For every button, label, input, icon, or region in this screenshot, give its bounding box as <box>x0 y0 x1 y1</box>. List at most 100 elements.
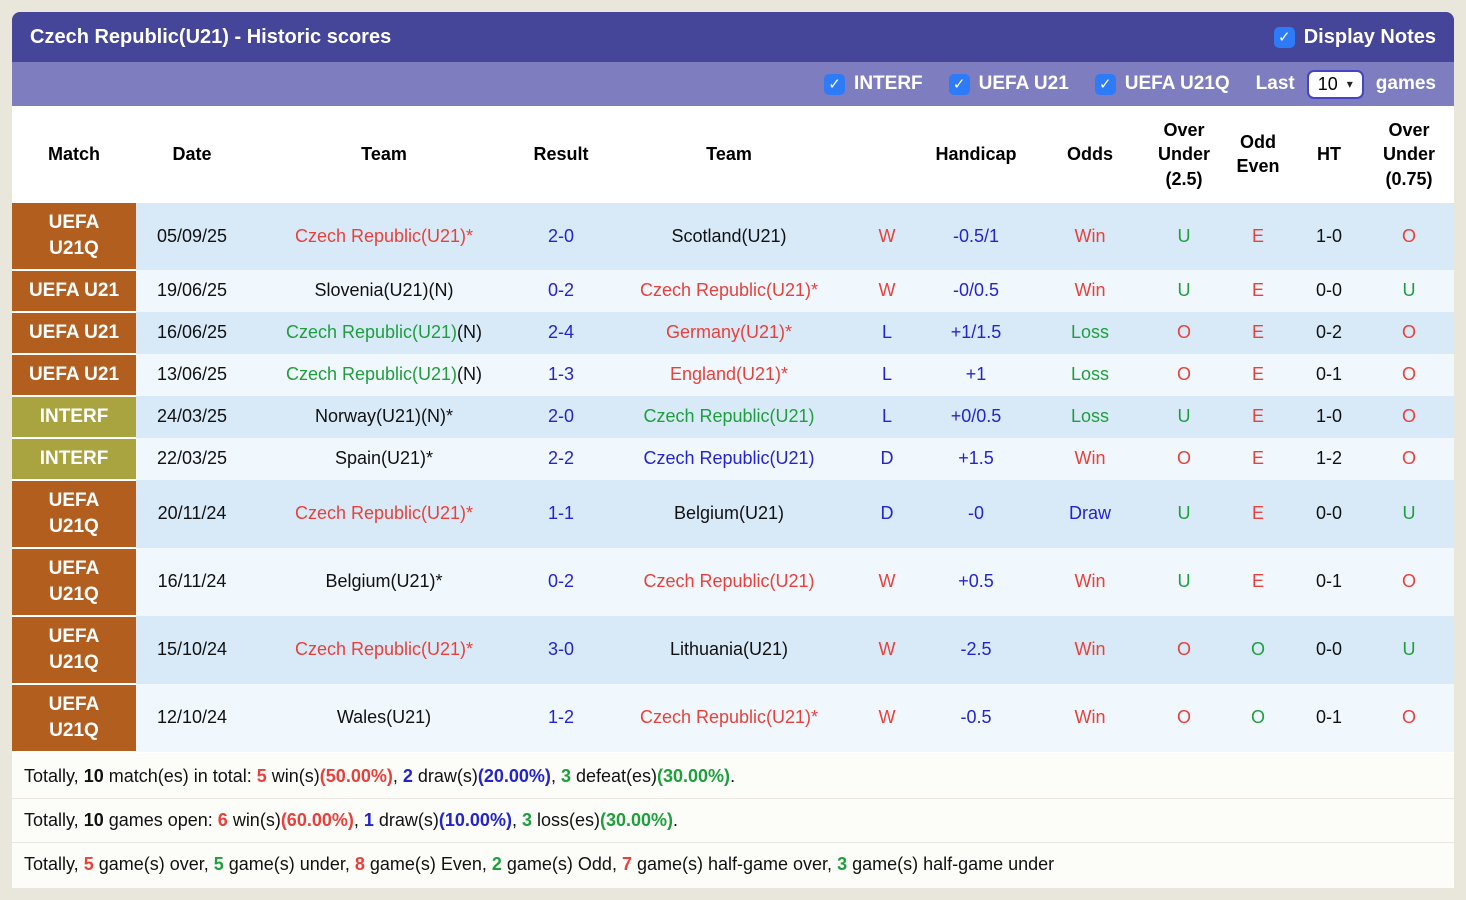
col-result: Result <box>520 106 602 203</box>
date-cell: 16/06/25 <box>136 311 248 354</box>
team-name: Czech Republic(U21) <box>285 364 458 385</box>
team-name: England(U21)* <box>669 364 789 385</box>
ht-cell: 0-0 <box>1294 269 1364 312</box>
team-cell: Lithuania(U21) <box>602 615 856 684</box>
competition-label: UEFA U21Q <box>1124 73 1230 94</box>
ht-cell: 0-0 <box>1294 479 1364 548</box>
summary-segment: defeat(es) <box>570 765 658 786</box>
chevron-down-icon: ▾ <box>1346 77 1353 91</box>
summary-line: Totally, 5 game(s) over, 5 game(s) under… <box>12 841 1454 886</box>
summary-segment: games open: <box>103 809 218 830</box>
date-cell: 13/06/25 <box>136 353 248 396</box>
odds-cell: Loss <box>1034 353 1146 396</box>
odds-cell: Loss <box>1034 395 1146 438</box>
competition-filters: ✓ INTERF ✓ UEFA U21 ✓ UEFA U21Q <box>824 73 1230 95</box>
odd-even-cell: E <box>1222 479 1294 548</box>
match-competition-cell: UEFA U21 <box>12 311 136 355</box>
match-competition-cell: UEFA U21Q <box>12 202 136 271</box>
ht-cell: 1-2 <box>1294 437 1364 480</box>
competition-filter-uefa-u21q[interactable]: ✓ UEFA U21Q <box>1094 73 1230 95</box>
result-cell: 0-2 <box>520 269 602 312</box>
team-name: Germany(U21)* <box>665 322 793 343</box>
summary-segment: (10.00%) <box>438 809 512 830</box>
table-row: UEFA U21Q 05/09/25 Czech Republic(U21)* 2-0 S… <box>12 202 1454 271</box>
col-match: Match <box>12 106 136 203</box>
checkbox-checked-icon[interactable]: ✓ <box>948 73 970 95</box>
team-name: Czech Republic(U21) <box>643 571 815 592</box>
team-name: Czech Republic(U21) <box>285 322 458 343</box>
over-under-2-5-cell: O <box>1146 683 1222 752</box>
date-cell: 16/11/24 <box>136 547 248 616</box>
odd-even-cell: E <box>1222 547 1294 616</box>
checkbox-checked-icon[interactable]: ✓ <box>824 73 846 95</box>
team-cell: Czech Republic(U21)* <box>602 683 856 752</box>
over-under-0-75-cell: O <box>1364 353 1454 396</box>
table-row: UEFA U21Q 20/11/24 Czech Republic(U21)* 1-1 B… <box>12 479 1454 549</box>
summary-segment: win(s) <box>227 809 281 830</box>
date-cell: 05/09/25 <box>136 202 248 270</box>
table-row: INTERF 24/03/25 Norway(U21)(N)* 2-0 Czech Re… <box>12 395 1454 439</box>
odd-even-cell: E <box>1222 437 1294 480</box>
table-row: UEFA U21Q 16/11/24 Belgium(U21)* 0-2 Czech Re… <box>12 547 1454 617</box>
date-cell: 19/06/25 <box>136 269 248 312</box>
over-under-0-75-cell: O <box>1364 395 1454 438</box>
odd-even-cell: E <box>1222 353 1294 396</box>
summary-segment: match(es) in total: <box>103 765 257 786</box>
team-cell: Czech Republic(U21)* <box>248 615 520 684</box>
team-cell: Czech Republic(U21)* <box>248 202 520 270</box>
summary-segment: game(s) Odd, <box>501 853 622 874</box>
summary-segment: 10 <box>83 765 104 786</box>
checkbox-checked-icon[interactable]: ✓ <box>1273 26 1295 48</box>
team-cell: Czech Republic(U21) <box>602 437 856 480</box>
over-under-0-75-cell: U <box>1364 615 1454 684</box>
match-competition-cell: UEFA U21Q <box>12 683 136 753</box>
result-cell: 2-0 <box>520 395 602 438</box>
summary-segment: (30.00%) <box>600 809 674 830</box>
col-handicap: Handicap <box>918 106 1034 203</box>
date-cell: 20/11/24 <box>136 479 248 548</box>
over-under-2-5-cell: O <box>1146 437 1222 480</box>
wdl-cell: L <box>856 311 918 354</box>
table-row: UEFA U21 16/06/25 Czech Republic(U21)(N) 2-… <box>12 311 1454 355</box>
competition-filter-uefa-u21[interactable]: ✓ UEFA U21 <box>948 73 1069 95</box>
team-cell: Belgium(U21)* <box>248 547 520 616</box>
match-competition-cell: INTERF <box>12 437 136 481</box>
summary-segment: win(s) <box>266 765 320 786</box>
team-cell: Czech Republic(U21) <box>602 547 856 616</box>
handicap-cell: +1 <box>918 353 1034 396</box>
team-cell: Czech Republic(U21) <box>602 395 856 438</box>
ht-cell: 1-0 <box>1294 395 1364 438</box>
team-cell: England(U21)* <box>602 353 856 396</box>
team-name: Belgium(U21)* <box>325 571 443 592</box>
team-name: Czech Republic(U21)* <box>294 225 474 246</box>
table-row: UEFA U21 13/06/25 Czech Republic(U21)(N) 1-… <box>12 353 1454 397</box>
table-body: UEFA U21Q 05/09/25 Czech Republic(U21)* 2-0 S… <box>12 202 1454 753</box>
over-under-0-75-cell: O <box>1364 683 1454 752</box>
competition-filter-interf[interactable]: ✓ INTERF <box>824 73 923 95</box>
historic-scores-panel: Czech Republic(U21) - Historic scores ✓ … <box>12 12 1454 888</box>
handicap-cell: +1/1.5 <box>918 311 1034 354</box>
summary-segment: draw(s) <box>373 809 439 830</box>
ht-cell: 0-2 <box>1294 311 1364 354</box>
wdl-cell: D <box>856 437 918 480</box>
result-cell: 2-2 <box>520 437 602 480</box>
team-name: (N) <box>457 322 483 343</box>
checkbox-checked-icon[interactable]: ✓ <box>1094 73 1116 95</box>
summary-segment: 2 <box>402 765 413 786</box>
team-name: Czech Republic(U21)* <box>294 503 474 524</box>
result-cell: 1-1 <box>520 479 602 548</box>
summary-segment: 3 <box>521 809 532 830</box>
over-under-0-75-cell: O <box>1364 311 1454 354</box>
summary-segment: 10 <box>83 809 104 830</box>
team-name: Slovenia(U21)(N) <box>314 280 454 301</box>
games-count-select[interactable]: 10 ▾ <box>1306 69 1364 99</box>
team-name: Spain(U21)* <box>334 448 434 469</box>
display-notes-toggle[interactable]: ✓ Display Notes <box>1273 26 1436 49</box>
page-title: Czech Republic(U21) - Historic scores <box>30 25 392 48</box>
team-name: (N) <box>457 364 483 385</box>
date-cell: 12/10/24 <box>136 683 248 752</box>
over-under-2-5-cell: U <box>1146 547 1222 616</box>
competition-label: UEFA U21 <box>978 73 1069 94</box>
odds-cell: Loss <box>1034 311 1146 354</box>
team-name: Czech Republic(U21) <box>643 448 815 469</box>
